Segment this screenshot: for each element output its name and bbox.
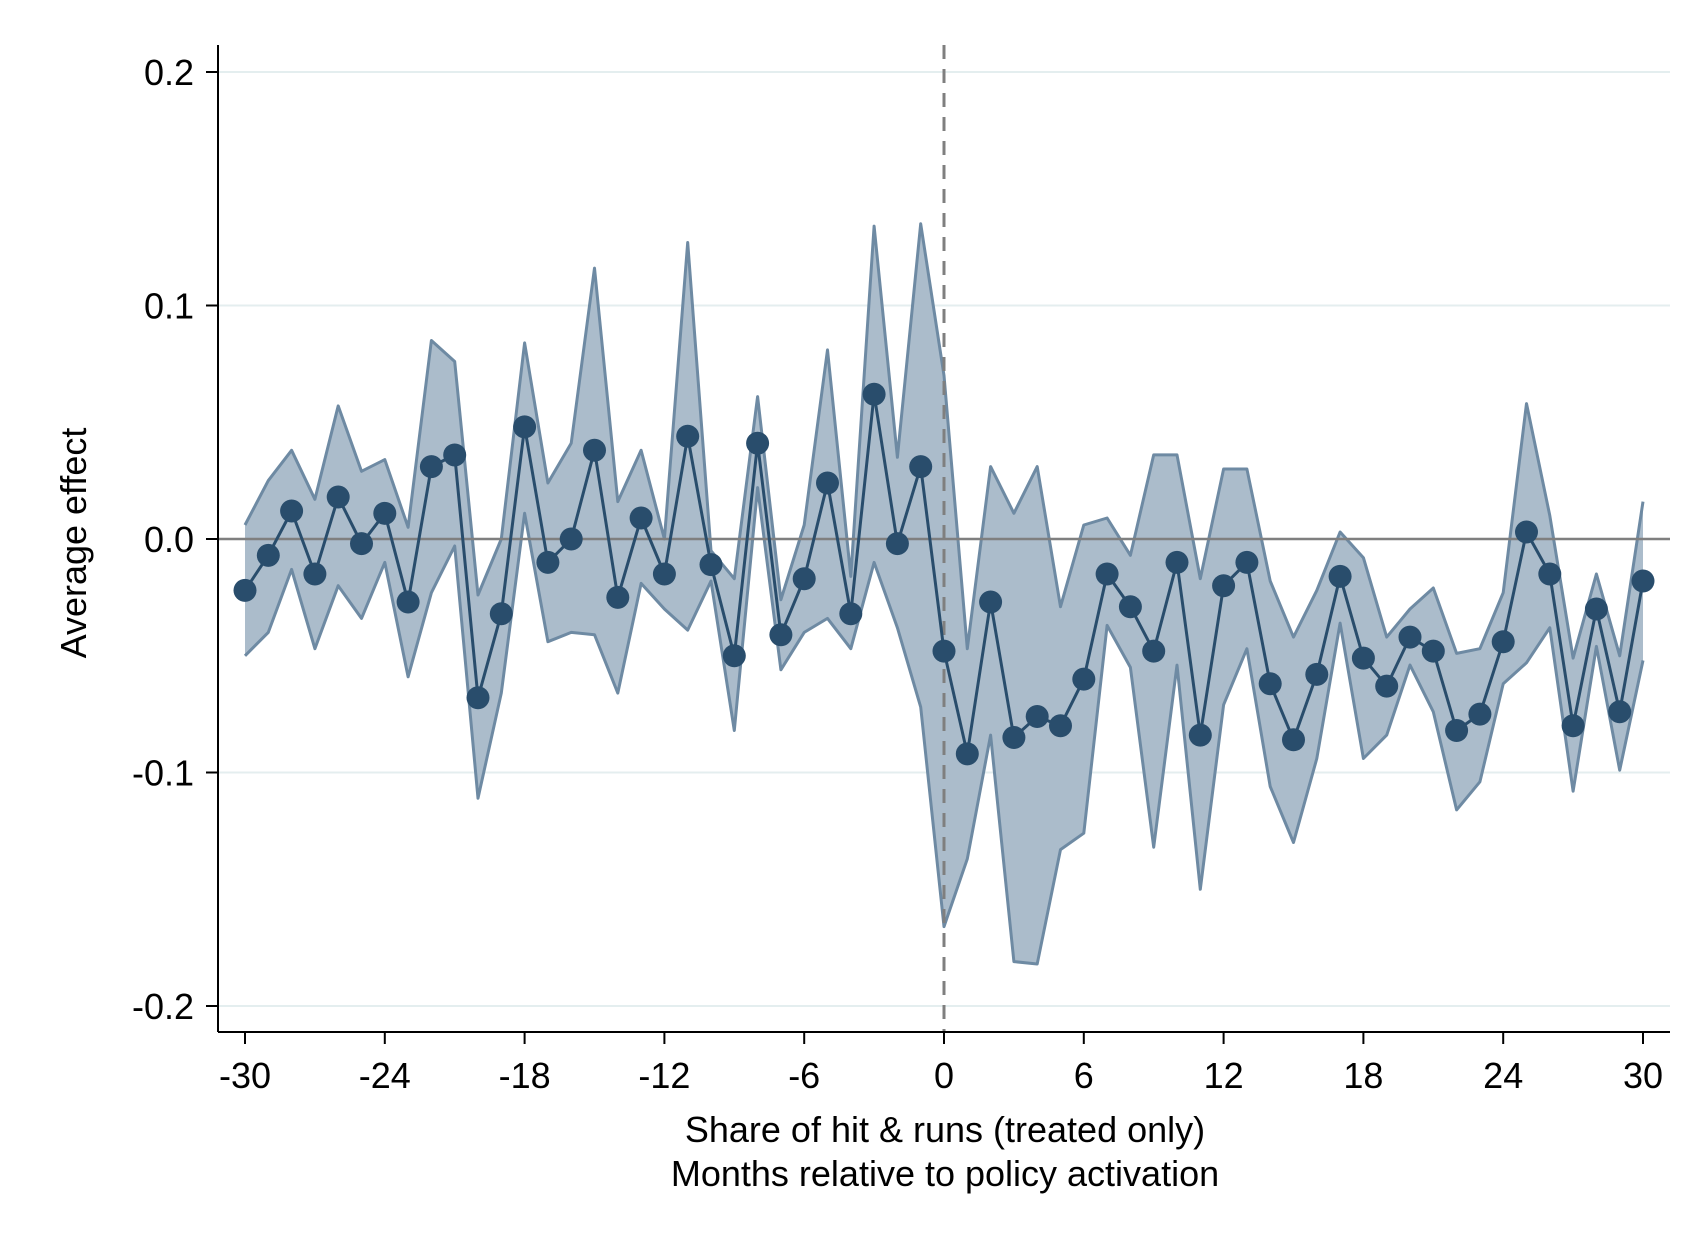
- data-point: [513, 415, 537, 439]
- data-point: [559, 527, 583, 551]
- data-point: [885, 532, 909, 556]
- data-point: [909, 455, 933, 479]
- data-point: [1538, 562, 1562, 586]
- data-point: [839, 602, 863, 626]
- x-tick-label: 0: [934, 1055, 954, 1096]
- x-tick-label: 18: [1343, 1055, 1383, 1096]
- data-point: [606, 585, 630, 609]
- data-point: [1165, 550, 1189, 574]
- data-point: [326, 485, 350, 509]
- x-tick-label: -6: [788, 1055, 820, 1096]
- data-point: [1025, 704, 1049, 728]
- data-point: [722, 644, 746, 668]
- data-point: [1002, 725, 1026, 749]
- data-point: [443, 443, 467, 467]
- y-tick-labels: -0.2 -0.1 0.0 0.1 0.2: [132, 52, 194, 1027]
- x-tick-label: 30: [1623, 1055, 1663, 1096]
- data-point: [746, 431, 770, 455]
- y-tick-label: 0.1: [144, 286, 194, 327]
- data-point: [303, 562, 327, 586]
- x-tick-label: 24: [1483, 1055, 1523, 1096]
- data-point: [1398, 625, 1422, 649]
- data-point: [350, 532, 373, 556]
- x-axis-subtitle: Months relative to policy activation: [671, 1153, 1219, 1194]
- data-point: [233, 578, 257, 602]
- data-point: [1584, 597, 1608, 621]
- data-point: [816, 471, 839, 495]
- data-point: [1282, 728, 1305, 752]
- data-point: [583, 438, 606, 462]
- x-tick-label: -12: [638, 1055, 690, 1096]
- data-point: [1188, 723, 1212, 747]
- x-axis-title: Share of hit & runs (treated only): [685, 1109, 1205, 1150]
- data-point: [1235, 550, 1259, 574]
- data-point: [769, 623, 793, 647]
- data-point: [1515, 520, 1538, 544]
- confidence-band-upper: [243, 222, 1645, 660]
- data-point: [1072, 667, 1096, 691]
- series-markers: [233, 382, 1655, 766]
- data-point: [466, 686, 490, 710]
- data-point: [1049, 714, 1072, 738]
- data-point: [396, 590, 420, 614]
- data-point: [1421, 639, 1445, 663]
- data-point: [1631, 569, 1655, 593]
- data-point: [1468, 702, 1492, 726]
- data-point: [699, 553, 723, 577]
- data-point: [676, 424, 700, 448]
- data-point: [1445, 718, 1469, 742]
- data-point: [1608, 700, 1632, 724]
- data-point: [862, 382, 886, 406]
- y-axis-title: Average effect: [53, 428, 94, 659]
- confidence-band-lower: [243, 486, 1645, 966]
- data-point: [652, 562, 676, 586]
- data-point: [1351, 646, 1375, 670]
- data-point: [1328, 564, 1352, 588]
- data-point: [1142, 639, 1166, 663]
- x-tick-label: 12: [1204, 1055, 1244, 1096]
- data-point: [256, 543, 280, 567]
- data-point: [1491, 630, 1515, 654]
- data-point: [932, 639, 956, 663]
- data-point: [955, 742, 979, 766]
- confidence-band-area: [245, 223, 1643, 965]
- data-point: [419, 455, 443, 479]
- confidence-band: [243, 222, 1645, 966]
- data-point: [1212, 574, 1236, 598]
- data-point: [373, 501, 397, 525]
- x-tick-labels: -30 -24 -18 -12 -6 0 6 12 18 24 30: [219, 1055, 1663, 1096]
- data-point: [1258, 672, 1282, 696]
- x-tick-label: -18: [499, 1055, 551, 1096]
- data-point: [792, 567, 816, 591]
- y-tick-label: -0.1: [132, 753, 194, 794]
- y-tick-label: 0.0: [144, 519, 194, 560]
- data-point: [536, 550, 560, 574]
- data-point: [489, 602, 513, 626]
- y-tick-label: 0.2: [144, 52, 194, 93]
- reference-lines: [218, 45, 1670, 1032]
- data-point: [1305, 662, 1329, 686]
- data-point: [979, 590, 1003, 614]
- x-tick-label: 6: [1074, 1055, 1094, 1096]
- data-point: [1118, 595, 1142, 619]
- x-tick-label: -24: [359, 1055, 411, 1096]
- data-point: [629, 506, 653, 530]
- y-tick-label: -0.2: [132, 986, 194, 1027]
- x-tick-label: -30: [219, 1055, 271, 1096]
- data-point: [1095, 562, 1119, 586]
- axes: [206, 45, 1670, 1044]
- data-point: [1375, 674, 1399, 698]
- data-point: [1561, 714, 1585, 738]
- data-point: [280, 499, 304, 523]
